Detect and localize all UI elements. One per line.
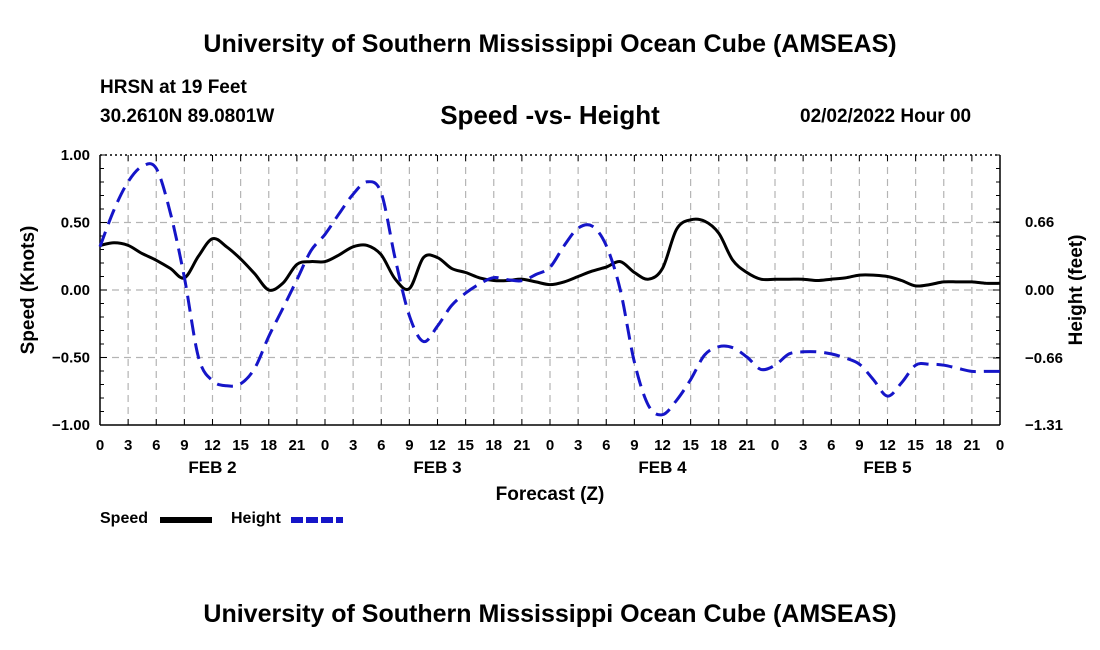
- height-series-line: [98, 162, 1000, 417]
- x-tick-label: 0: [546, 437, 554, 454]
- x-tick-label: 18: [260, 437, 277, 454]
- y-tick-label: 0.00: [61, 282, 90, 299]
- speed-series-line: [99, 217, 1001, 292]
- x-tick-label: 12: [879, 437, 896, 454]
- y2-tick-label: 0.00: [1025, 282, 1054, 299]
- x-tick-label: 21: [964, 437, 981, 454]
- x-tick-label: 18: [710, 437, 727, 454]
- x-tick-label: 0: [96, 437, 104, 454]
- x-tick-label: 12: [654, 437, 671, 454]
- day-label: FEB 3: [413, 458, 461, 477]
- x-tick-label: 6: [602, 437, 610, 454]
- x-tick-label: 15: [907, 437, 924, 454]
- legend-speed-label: Speed: [100, 510, 149, 527]
- day-label: FEB 5: [863, 458, 911, 477]
- y-tick-label: −0.50: [52, 350, 90, 367]
- day-label: FEB 4: [638, 458, 687, 477]
- x-tick-label: 3: [799, 437, 807, 454]
- x-axis-title: Forecast (Z): [496, 484, 605, 505]
- x-tick-label: 9: [630, 437, 638, 454]
- x-tick-label: 3: [574, 437, 582, 454]
- x-tick-label: 21: [739, 437, 756, 454]
- series-lines: [98, 162, 1001, 417]
- legend-height-label: Height: [231, 510, 281, 527]
- footer-title: University of Southern Mississippi Ocean…: [203, 600, 897, 628]
- day-label: FEB 2: [188, 458, 236, 477]
- axis-labels: 0 3 6 9 12 15 18 21 0 3 6 9 12 15 18 21 0 3 6 9 12 15 18 21 0 3 6 9…: [18, 147, 1087, 505]
- y2-axis-title: Height (feet): [1066, 235, 1087, 346]
- x-tick-label: 15: [682, 437, 699, 454]
- gridlines: [100, 155, 1000, 425]
- x-tick-label: 6: [827, 437, 835, 454]
- x-tick-label: 12: [204, 437, 221, 454]
- x-tick-label: 12: [429, 437, 446, 454]
- date-stamp: 02/02/2022 Hour 00: [800, 106, 972, 127]
- y-tick-label: 0.50: [61, 215, 90, 232]
- y-tick-label: 1.00: [61, 147, 90, 164]
- x-tick-label: 15: [232, 437, 249, 454]
- x-tick-label: 18: [485, 437, 502, 454]
- x-tick-label: 9: [405, 437, 413, 454]
- y2-tick-label: −1.31: [1025, 417, 1063, 434]
- y2-tick-label: −0.66: [1025, 350, 1063, 367]
- x-tick-label: 15: [457, 437, 474, 454]
- x-tick-label: 9: [855, 437, 863, 454]
- x-tick-label: 0: [996, 437, 1004, 454]
- x-tick-label: 6: [377, 437, 385, 454]
- y-tick-label: −1.00: [52, 417, 90, 434]
- legend-height: Height: [231, 510, 281, 528]
- y2-tick-label: 0.66: [1025, 214, 1054, 231]
- legend-speed: Speed: [100, 510, 148, 528]
- x-tick-label: 3: [124, 437, 132, 454]
- axis-ticks: [99, 154, 1001, 426]
- coordinates-label: 30.2610N 89.0801W: [100, 106, 275, 127]
- x-tick-label: 0: [771, 437, 779, 454]
- x-tick-label: 21: [289, 437, 306, 454]
- y-axis-title: Speed (Knots): [18, 226, 39, 355]
- x-tick-label: 9: [180, 437, 188, 454]
- x-tick-label: 18: [935, 437, 952, 454]
- x-tick-label: 6: [152, 437, 160, 454]
- x-tick-label: 21: [514, 437, 531, 454]
- x-tick-label: 3: [349, 437, 357, 454]
- chart-subtitle: Speed -vs- Height: [440, 100, 660, 130]
- chart-title: University of Southern Mississippi Ocean…: [203, 30, 897, 58]
- station-label: HRSN at 19 Feet: [100, 77, 247, 98]
- x-tick-label: 0: [321, 437, 329, 454]
